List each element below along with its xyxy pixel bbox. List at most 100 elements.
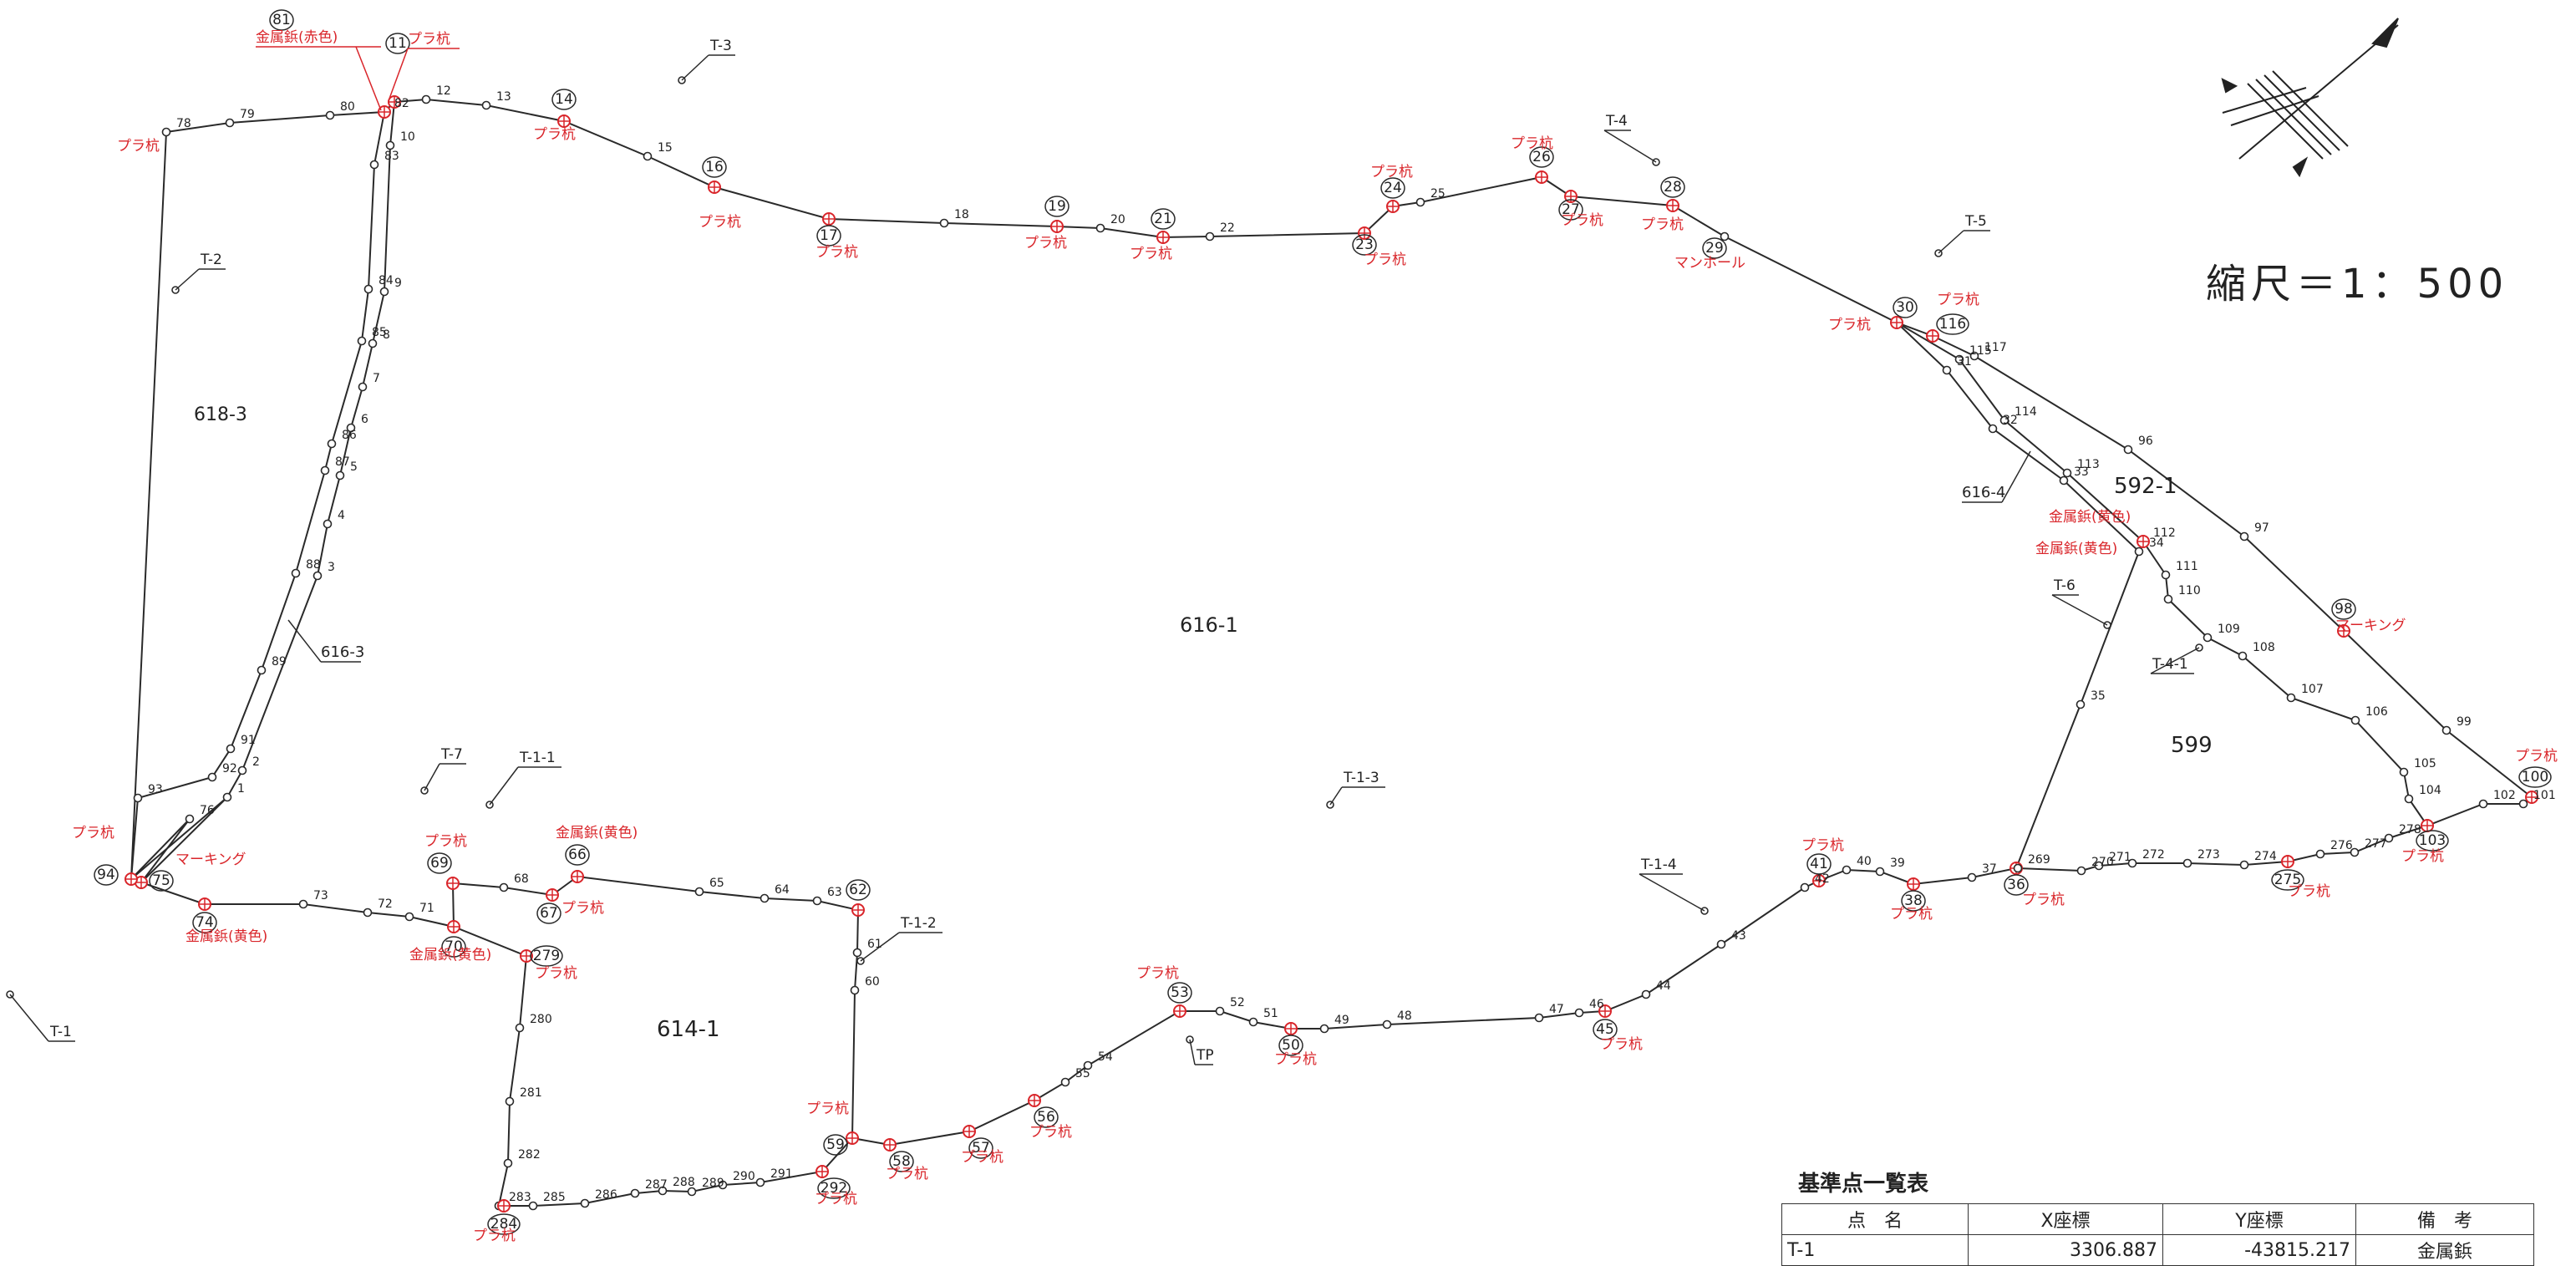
survey-point — [1415, 197, 1425, 207]
plastic-stake-marker — [2137, 535, 2150, 548]
survey-point — [580, 1198, 590, 1208]
marker-note: プラ杭 — [2401, 848, 2444, 865]
survey-point — [346, 423, 356, 433]
point-number-label: 78 — [176, 117, 191, 130]
point-number-label: 99 — [2457, 715, 2472, 729]
survey-point — [368, 338, 378, 348]
survey-point — [658, 1186, 668, 1196]
point-number-label: 29 — [1705, 240, 1724, 257]
point-number-label: 107 — [2301, 683, 2324, 696]
point-number-label: 86 — [342, 429, 357, 442]
marker-note: プラ杭 — [1136, 965, 1179, 982]
survey-point — [1083, 1060, 1093, 1070]
survey-point — [327, 439, 337, 449]
point-number-label: 34 — [2149, 536, 2164, 550]
point-number-circle — [1936, 313, 1969, 335]
survey-point — [1319, 1024, 1329, 1034]
plastic-stake-marker — [1028, 1094, 1041, 1107]
point-number-label: 108 — [2253, 641, 2275, 654]
marker-note: プラ杭 — [815, 1191, 857, 1208]
point-number-label: 50 — [1282, 1037, 1300, 1054]
point-number-label: 282 — [518, 1148, 541, 1162]
survey-point — [694, 887, 704, 897]
survey-point — [363, 908, 373, 918]
point-number-circle — [1660, 176, 1685, 198]
point-number-label: 100 — [2522, 769, 2548, 786]
svg-text:T-2: T-2 — [200, 252, 222, 268]
survey-point — [503, 1158, 513, 1168]
reference-point: T-3 — [678, 38, 735, 84]
point-number-label: 17 — [820, 227, 838, 244]
point-number-label: 291 — [770, 1167, 793, 1181]
plastic-stake-marker — [846, 1131, 859, 1145]
point-number-circle — [817, 1177, 851, 1199]
north-arrow-icon — [2221, 18, 2399, 178]
parcel-label: 614-1 — [657, 1017, 720, 1042]
survey-point — [2238, 651, 2248, 661]
point-number-label: 111 — [2176, 560, 2198, 573]
plastic-stake-marker — [557, 114, 571, 128]
plastic-stake-marker — [1284, 1022, 1298, 1035]
point-number-label: 33 — [2074, 465, 2089, 479]
point-number-circle — [846, 879, 871, 901]
point-number-circle — [1278, 1035, 1303, 1056]
plastic-stake-marker — [1535, 170, 1548, 184]
survey-point — [1095, 223, 1105, 233]
point-number-label: 27 — [1562, 201, 1580, 218]
point-number-label: 18 — [954, 208, 969, 221]
survey-point — [1988, 424, 1998, 434]
survey-point — [222, 792, 232, 802]
survey-point — [1967, 872, 1977, 882]
point-number-label: 97 — [2254, 521, 2269, 535]
point-number-circle — [702, 156, 727, 178]
survey-point — [161, 127, 171, 137]
point-number-label: 64 — [775, 883, 790, 897]
point-number-label: 82 — [394, 97, 409, 110]
marker-note: プラ杭 — [1511, 135, 1553, 152]
point-number-label: 26 — [1532, 149, 1551, 165]
marker-note: 金属鋲(黄色) — [556, 825, 638, 841]
survey-point — [2478, 799, 2488, 809]
point-number-label: 273 — [2197, 848, 2220, 862]
svg-text:TP: TP — [1196, 1047, 1214, 1064]
point-number-label: 284 — [490, 1216, 517, 1233]
survey-point — [2399, 767, 2409, 777]
point-number-circle — [968, 1137, 993, 1159]
point-number-circle — [385, 33, 410, 54]
point-number-label: 57 — [972, 1140, 990, 1157]
svg-text:T-3: T-3 — [709, 38, 732, 54]
plastic-stake-marker — [1050, 220, 1064, 233]
point-number-label: 289 — [702, 1177, 724, 1190]
parcel-label: 618-3 — [194, 404, 247, 425]
point-number-circle — [1044, 196, 1070, 217]
point-number-label: 7 — [373, 372, 380, 385]
point-number-label: 74 — [196, 914, 214, 931]
survey-point — [481, 100, 491, 110]
point-number-circle — [1702, 237, 1727, 259]
point-number-label: 283 — [509, 1191, 531, 1204]
survey-point — [2062, 468, 2072, 478]
plastic-stake-marker — [963, 1125, 976, 1138]
point-number-label: 70 — [445, 938, 463, 955]
point-number-label: 104 — [2419, 784, 2441, 797]
point-number-label: 10 — [400, 130, 415, 144]
plastic-stake-marker — [815, 1165, 829, 1178]
survey-point — [2203, 633, 2213, 643]
point-number-label: 51 — [1263, 1007, 1278, 1020]
survey-point — [226, 744, 236, 754]
point-number-label: 272 — [2142, 848, 2165, 862]
point-number-label: 61 — [867, 938, 882, 951]
point-number-circle — [192, 912, 217, 933]
survey-point — [1215, 1006, 1225, 1016]
point-number-circle — [1034, 1106, 1059, 1128]
survey-point — [404, 912, 414, 922]
col-point-name: 点 名 — [1781, 1203, 1969, 1235]
col-x: X座標 — [1968, 1203, 2163, 1235]
survey-point — [1800, 882, 1810, 892]
point-number-label: 76 — [200, 804, 215, 817]
survey-point — [1720, 231, 1730, 242]
marker-note: マンホール — [1674, 255, 1745, 272]
plastic-stake-marker — [883, 1138, 897, 1152]
survey-point — [2076, 866, 2086, 876]
